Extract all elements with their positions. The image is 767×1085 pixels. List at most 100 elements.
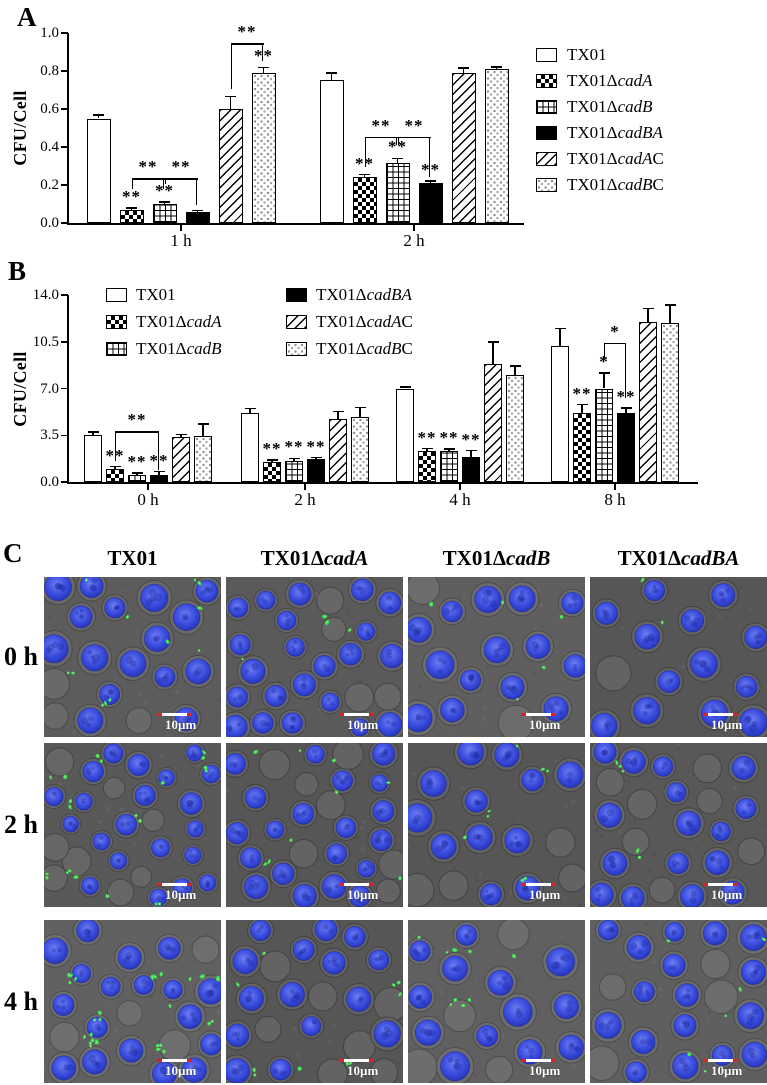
- bar-8h-s0: [550, 345, 570, 482]
- error-bar: [669, 305, 671, 324]
- row-label: 0 h: [4, 642, 38, 671]
- row-label: 4 h: [4, 986, 38, 1016]
- bar-2h-s2: [385, 163, 410, 223]
- legend-swatch: [286, 342, 307, 356]
- x-axis: [67, 223, 524, 225]
- bracket-stars: **: [404, 115, 424, 135]
- bar-2h-s0: [240, 413, 260, 482]
- x-tick-label: 0 h: [137, 490, 159, 509]
- y-tick-label: 0.0: [40, 474, 59, 490]
- bar-2h-s1: [262, 461, 282, 482]
- legend-swatch: [106, 342, 127, 356]
- legend-swatch: [536, 178, 557, 192]
- scale-bar-label: 10µm: [711, 717, 742, 732]
- bar-2h-s5: [484, 69, 509, 223]
- bracket-line: [604, 343, 626, 345]
- micro-image-2h-col2: 10µm: [408, 743, 585, 907]
- significance-stars: **: [284, 437, 304, 457]
- bracket-stars: **: [171, 157, 191, 177]
- y-tick-label: 0.0: [40, 215, 59, 231]
- bracket-stars: *: [610, 322, 620, 342]
- significance-stars: **: [254, 46, 273, 66]
- significance-stars: **: [388, 137, 407, 157]
- y-tick: [61, 294, 68, 296]
- error-bar: [359, 407, 361, 418]
- bar-1h-s2: [152, 204, 177, 223]
- x-tick: [304, 484, 306, 490]
- y-tick-label: 14.0: [32, 287, 59, 303]
- y-tick: [61, 341, 68, 343]
- significance-stars: **: [345, 155, 385, 172]
- x-tick: [614, 484, 616, 490]
- bracket-leg: [429, 136, 431, 178]
- bracket-leg: [624, 343, 626, 398]
- y-tick: [61, 481, 68, 483]
- micro-image-4h-col3: 10µm: [590, 920, 767, 1083]
- legend-swatch: [536, 74, 557, 88]
- bar-0h-s5: [193, 435, 213, 482]
- error-cap: [131, 472, 143, 474]
- error-cap: [421, 447, 433, 450]
- error-cap: [126, 207, 137, 209]
- legend-label: TX01ΔcadA: [136, 312, 222, 331]
- scale-bar-label: 10µm: [165, 717, 196, 732]
- significance-stars: **: [572, 383, 592, 403]
- significance-stars: **: [439, 427, 459, 447]
- panel-b-label: B: [8, 256, 27, 286]
- y-tick: [61, 184, 68, 186]
- x-axis: [67, 482, 698, 484]
- error-cap: [109, 465, 121, 468]
- bracket-leg: [262, 43, 264, 61]
- micro-image-0h-col2: 10µm: [408, 577, 585, 737]
- column-header: TX01ΔcadBA: [617, 546, 740, 570]
- error-cap: [458, 67, 469, 69]
- x-tick-label: 8 h: [604, 490, 626, 509]
- error-bar: [92, 431, 94, 436]
- bracket-line: [115, 431, 159, 433]
- panel-c-label: C: [3, 538, 23, 568]
- bracket-stars: **: [127, 410, 147, 430]
- error-bar: [625, 407, 627, 413]
- bar-4h-s0: [395, 388, 415, 482]
- error-bar: [315, 457, 317, 460]
- bar-0h-s4: [171, 437, 191, 482]
- error-cap: [244, 407, 256, 410]
- error-bar: [448, 448, 450, 452]
- legend-swatch: [536, 48, 557, 62]
- x-tick-label: 4 h: [449, 490, 471, 509]
- error-cap: [487, 341, 499, 343]
- bar-2h-s5: [350, 417, 370, 482]
- scale-bar-label: 10µm: [529, 717, 560, 732]
- error-cap: [399, 386, 411, 388]
- bar-4h-s4: [483, 364, 503, 482]
- x-tick: [459, 484, 461, 490]
- error-cap: [87, 431, 99, 433]
- error-bar: [114, 466, 116, 469]
- bracket-stars: **: [138, 157, 158, 177]
- error-cap: [491, 66, 502, 68]
- bar-0h-s2: [127, 474, 147, 482]
- error-cap: [192, 209, 203, 212]
- panel-c: C TX01 TX01ΔcadA TX01ΔcadB TX01ΔcadBA 0 h 2 h…: [0, 530, 767, 1085]
- error-bar: [647, 308, 649, 322]
- error-bar: [262, 67, 265, 73]
- scale-bar-label: 10µm: [347, 717, 378, 732]
- column-header: TX01ΔcadA: [260, 546, 369, 570]
- legend-label: TX01ΔcadB: [567, 97, 653, 116]
- bracket-line: [164, 178, 198, 180]
- legend-swatch: [536, 126, 557, 140]
- error-cap: [598, 372, 610, 374]
- error-cap: [197, 423, 209, 425]
- micro-image-0h-col1: 10µm: [226, 577, 403, 737]
- bar-8h-s1: [572, 412, 592, 482]
- x-tick: [147, 484, 149, 490]
- y-tick-label: 1.0: [40, 25, 59, 41]
- error-bar: [163, 201, 166, 204]
- x-tick: [180, 225, 182, 231]
- bracket-stars: **: [237, 22, 257, 42]
- scale-bar-label: 10µm: [711, 1063, 742, 1078]
- bar-2h-s3: [306, 459, 326, 482]
